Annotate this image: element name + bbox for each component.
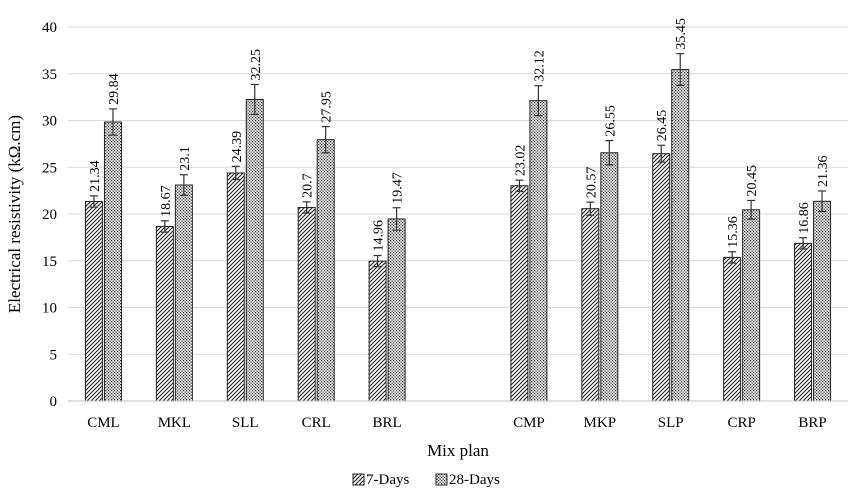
error-bars [89, 53, 827, 268]
y-tick-label: 15 [42, 254, 57, 270]
bar-7-days-mkl [155, 225, 174, 402]
data-label: 32.25 [249, 49, 264, 81]
bar-28-days-brl [387, 218, 406, 402]
bar-7-days-sll [226, 172, 245, 402]
bar-7-days-cmp [510, 185, 529, 402]
y-tick-label: 30 [42, 114, 57, 130]
x-tick-label: CMP [513, 415, 545, 431]
x-tick-label: MKP [584, 415, 617, 431]
y-axis-title: Electrical resistivity (kΩ.cm) [5, 115, 24, 313]
y-tick-label: 10 [42, 301, 57, 317]
legend: 7-Days 28-Days [352, 472, 500, 488]
x-tick-label: CRP [727, 415, 755, 431]
x-axis-title: Mix plan [427, 441, 489, 460]
data-label: 21.36 [816, 155, 831, 187]
data-label: 19.47 [391, 172, 406, 204]
bar-28-days-mkp [600, 152, 619, 402]
data-label: 20.45 [745, 165, 760, 197]
x-axis-category-labels: CML MKL SLL CRL BRL CMP MKP SLP CRP BRP [87, 415, 827, 431]
data-label: 18.67 [159, 185, 174, 217]
data-label: 14.96 [372, 220, 387, 252]
gridlines [68, 26, 848, 355]
x-tick-label: CML [87, 415, 120, 431]
legend-label-28-days: 28-Days [449, 472, 500, 488]
bar-28-days-cml [103, 121, 122, 402]
data-label: 23.02 [513, 145, 528, 177]
bar-7-days-slp [652, 153, 671, 402]
data-label: 35.45 [674, 18, 689, 50]
data-label: 15.36 [726, 216, 741, 248]
x-tick-label: BRP [798, 415, 826, 431]
y-axis-ticks: 0 5 10 15 20 25 30 35 40 [42, 20, 57, 410]
x-tick-label: CRL [302, 415, 331, 431]
bars [84, 69, 832, 402]
bar-7-days-crl [297, 206, 316, 402]
data-label: 16.86 [797, 202, 812, 234]
bar-28-days-brp [813, 200, 832, 402]
data-label: 24.39 [230, 131, 245, 162]
bar-7-days-cml [84, 200, 103, 402]
data-label: 26.45 [655, 110, 670, 142]
bar-7-days-crp [723, 256, 742, 402]
bar-28-days-mkl [174, 184, 193, 402]
bar-28-days-slp [671, 69, 690, 402]
y-tick-label: 35 [42, 67, 57, 83]
bar-7-days-mkp [581, 208, 600, 402]
data-label: 27.95 [320, 91, 335, 123]
bar-28-days-sll [245, 98, 264, 402]
bar-28-days-crp [742, 209, 761, 402]
data-label: 23.1 [178, 146, 193, 171]
y-tick-label: 5 [50, 347, 58, 363]
x-tick-label: SLP [658, 415, 684, 431]
y-tick-label: 40 [42, 20, 57, 36]
y-tick-label: 0 [50, 394, 58, 410]
legend-swatch-28-days [435, 473, 448, 486]
bar-28-days-cmp [529, 100, 548, 402]
bar-7-days-brp [794, 242, 813, 402]
x-tick-label: SLL [232, 415, 259, 431]
y-tick-label: 25 [42, 160, 57, 176]
data-label: 26.55 [603, 105, 618, 137]
data-label: 20.57 [584, 167, 599, 199]
y-tick-label: 20 [42, 207, 57, 223]
bar-7-days-brl [368, 260, 387, 402]
data-labels: 21.34 29.84 18.67 23.1 24.39 32.25 20.7 27.95 14… [88, 18, 831, 251]
legend-label-7-days: 7-Days [366, 472, 409, 488]
data-label: 20.7 [301, 173, 316, 198]
bar-28-days-crl [316, 139, 335, 402]
x-tick-label: MKL [158, 415, 191, 431]
x-tick-label: BRL [372, 415, 401, 431]
data-label: 29.84 [107, 73, 122, 105]
data-label: 32.12 [532, 50, 547, 82]
data-label: 21.34 [88, 160, 103, 192]
legend-swatch-7-days [352, 473, 365, 486]
